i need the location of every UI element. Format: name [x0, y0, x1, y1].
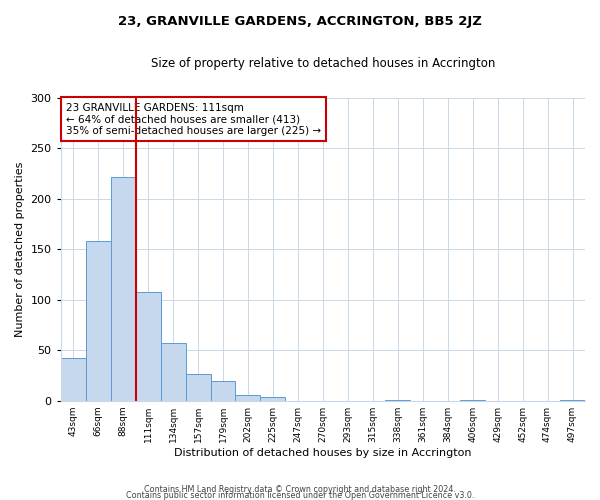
Bar: [161, 343, 185, 400]
Text: Contains public sector information licensed under the Open Government Licence v3: Contains public sector information licen…: [126, 490, 474, 500]
Bar: [61, 358, 86, 401]
Text: 23, GRANVILLE GARDENS, ACCRINGTON, BB5 2JZ: 23, GRANVILLE GARDENS, ACCRINGTON, BB5 2…: [118, 15, 482, 28]
Bar: [211, 380, 235, 400]
Bar: [136, 292, 161, 401]
Bar: [110, 176, 136, 400]
Bar: [235, 394, 260, 400]
Bar: [86, 242, 110, 400]
Title: Size of property relative to detached houses in Accrington: Size of property relative to detached ho…: [151, 58, 495, 70]
Bar: [185, 374, 211, 400]
Bar: [260, 396, 286, 400]
X-axis label: Distribution of detached houses by size in Accrington: Distribution of detached houses by size …: [174, 448, 472, 458]
Text: 23 GRANVILLE GARDENS: 111sqm
← 64% of detached houses are smaller (413)
35% of s: 23 GRANVILLE GARDENS: 111sqm ← 64% of de…: [66, 102, 321, 136]
Text: Contains HM Land Registry data © Crown copyright and database right 2024.: Contains HM Land Registry data © Crown c…: [144, 484, 456, 494]
Y-axis label: Number of detached properties: Number of detached properties: [15, 162, 25, 337]
